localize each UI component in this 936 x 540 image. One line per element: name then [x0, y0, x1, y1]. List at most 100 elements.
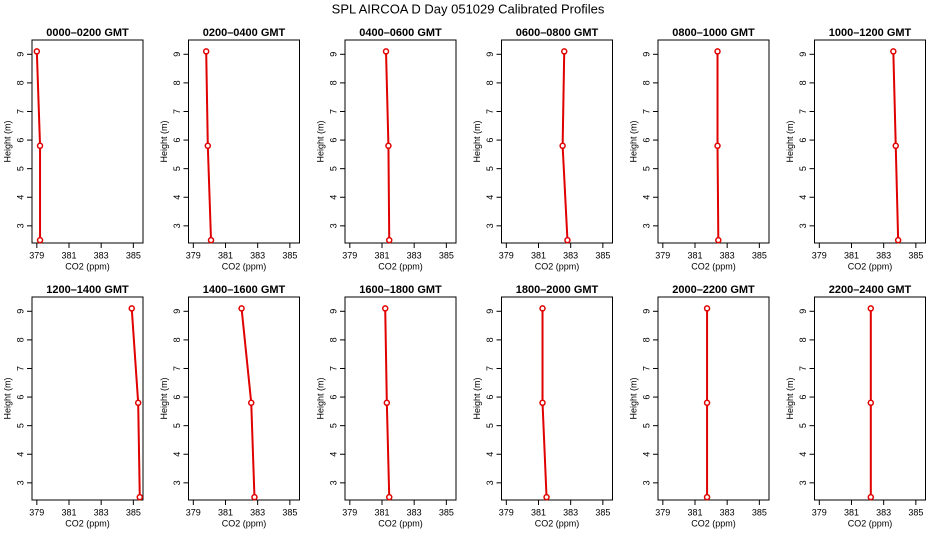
x-tick-label: 383: [563, 507, 578, 517]
x-tick-label: 385: [126, 507, 141, 517]
profile-point: [539, 399, 546, 407]
x-tick-label: 383: [250, 250, 265, 260]
y-tick-label: 5: [328, 423, 338, 428]
plot-frame: [31, 296, 144, 501]
y-tick-label: 6: [172, 395, 182, 400]
y-axis-label: Height (m): [785, 120, 795, 162]
profile-point: [381, 305, 389, 312]
y-tick-label: 3: [485, 223, 495, 228]
y-tick-label: 9: [798, 52, 808, 57]
y-tick-label: 5: [485, 166, 495, 171]
profile-point: [251, 493, 258, 501]
x-tick-label: 381: [218, 250, 233, 260]
plot-frame: [657, 296, 770, 501]
x-tick-label: 383: [876, 250, 891, 260]
x-tick-label: 383: [720, 507, 735, 517]
y-tick-label: 5: [15, 166, 25, 171]
y-tick-label: 7: [798, 366, 808, 371]
profile-point: [703, 493, 711, 501]
y-tick-label: 8: [798, 80, 808, 85]
y-tick-label: 9: [328, 309, 338, 314]
y-tick-label: 9: [641, 52, 651, 57]
x-tick-label: 381: [61, 507, 76, 517]
y-tick-label: 3: [328, 223, 338, 228]
y-tick-label: 8: [15, 80, 25, 85]
y-tick-label: 4: [328, 452, 338, 457]
y-tick-label: 9: [15, 309, 25, 314]
y-tick-label: 9: [328, 52, 338, 57]
y-tick-label: 7: [15, 109, 25, 114]
y-tick-label: 6: [15, 395, 25, 400]
x-tick-label: 385: [595, 250, 610, 260]
y-tick-label: 3: [328, 480, 338, 485]
profile-point: [204, 142, 212, 150]
x-tick-label: 385: [126, 250, 141, 260]
y-tick-label: 9: [485, 52, 495, 57]
x-tick-label: 381: [374, 507, 389, 517]
y-tick-label: 8: [798, 337, 808, 342]
x-tick-label: 381: [844, 250, 859, 260]
y-tick-label: 3: [15, 223, 25, 228]
plot-frame: [657, 39, 770, 244]
profile-point: [134, 399, 142, 407]
y-tick-label: 4: [485, 452, 495, 457]
panel-title: 1800–2000 GMT: [516, 284, 599, 296]
profile-point: [715, 236, 722, 244]
y-tick-label: 4: [172, 195, 182, 200]
profile-point: [207, 236, 215, 244]
y-tick-label: 7: [798, 109, 808, 114]
y-tick-label: 7: [641, 109, 651, 114]
plot-frame: [501, 296, 613, 501]
x-tick-label: 381: [687, 250, 702, 260]
x-tick-label: 385: [752, 250, 767, 260]
y-tick-label: 6: [485, 395, 495, 400]
y-tick-label: 6: [798, 395, 808, 400]
y-tick-label: 4: [798, 452, 808, 457]
x-tick-label: 379: [655, 507, 670, 517]
y-tick-label: 8: [641, 80, 651, 85]
x-axis-label: CO2 (ppm): [691, 261, 736, 271]
panel-title: 0400–0600 GMT: [359, 27, 442, 39]
plot-frame: [344, 296, 457, 501]
y-tick-label: 8: [172, 337, 182, 342]
profile-point: [867, 399, 875, 407]
panel-title: 0200–0400 GMT: [203, 27, 286, 39]
panel-title: 1200–1400 GMT: [46, 284, 129, 296]
y-axis-label: Height (m): [628, 120, 638, 162]
y-axis-label: Height (m): [315, 377, 325, 419]
main-title: SPL AIRCOA D Day 051029 Calibrated Profi…: [332, 1, 605, 16]
y-axis-label: Height (m): [159, 120, 169, 162]
y-tick-label: 5: [641, 166, 651, 171]
y-tick-label: 9: [172, 52, 182, 57]
x-tick-label: 385: [282, 250, 297, 260]
y-tick-label: 6: [328, 138, 338, 143]
x-axis-label: CO2 (ppm): [222, 518, 267, 528]
x-tick-label: 379: [655, 250, 670, 260]
x-tick-label: 381: [61, 250, 76, 260]
y-tick-label: 3: [641, 480, 651, 485]
y-tick-label: 4: [641, 195, 651, 200]
x-axis-label: CO2 (ppm): [848, 261, 893, 271]
x-tick-label: 383: [876, 507, 891, 517]
y-tick-label: 6: [328, 395, 338, 400]
panel-title: 1400–1600 GMT: [203, 284, 286, 296]
profile-point: [559, 142, 566, 150]
x-tick-label: 385: [439, 507, 454, 517]
y-tick-label: 8: [172, 80, 182, 85]
x-tick-label: 381: [531, 507, 546, 517]
profile-point: [247, 399, 255, 407]
profile-point: [128, 305, 135, 312]
x-tick-label: 383: [250, 507, 265, 517]
y-tick-label: 5: [172, 166, 182, 171]
profile-point: [33, 48, 41, 55]
y-tick-label: 3: [15, 480, 25, 485]
profile-point: [385, 236, 393, 244]
y-tick-label: 7: [172, 366, 182, 371]
x-axis-label: CO2 (ppm): [848, 518, 893, 528]
panel-title: 1000–1200 GMT: [829, 27, 912, 39]
x-tick-label: 385: [439, 250, 454, 260]
x-tick-label: 379: [342, 250, 357, 260]
x-tick-label: 385: [752, 507, 767, 517]
x-tick-label: 383: [407, 507, 422, 517]
x-axis-label: CO2 (ppm): [65, 261, 110, 271]
